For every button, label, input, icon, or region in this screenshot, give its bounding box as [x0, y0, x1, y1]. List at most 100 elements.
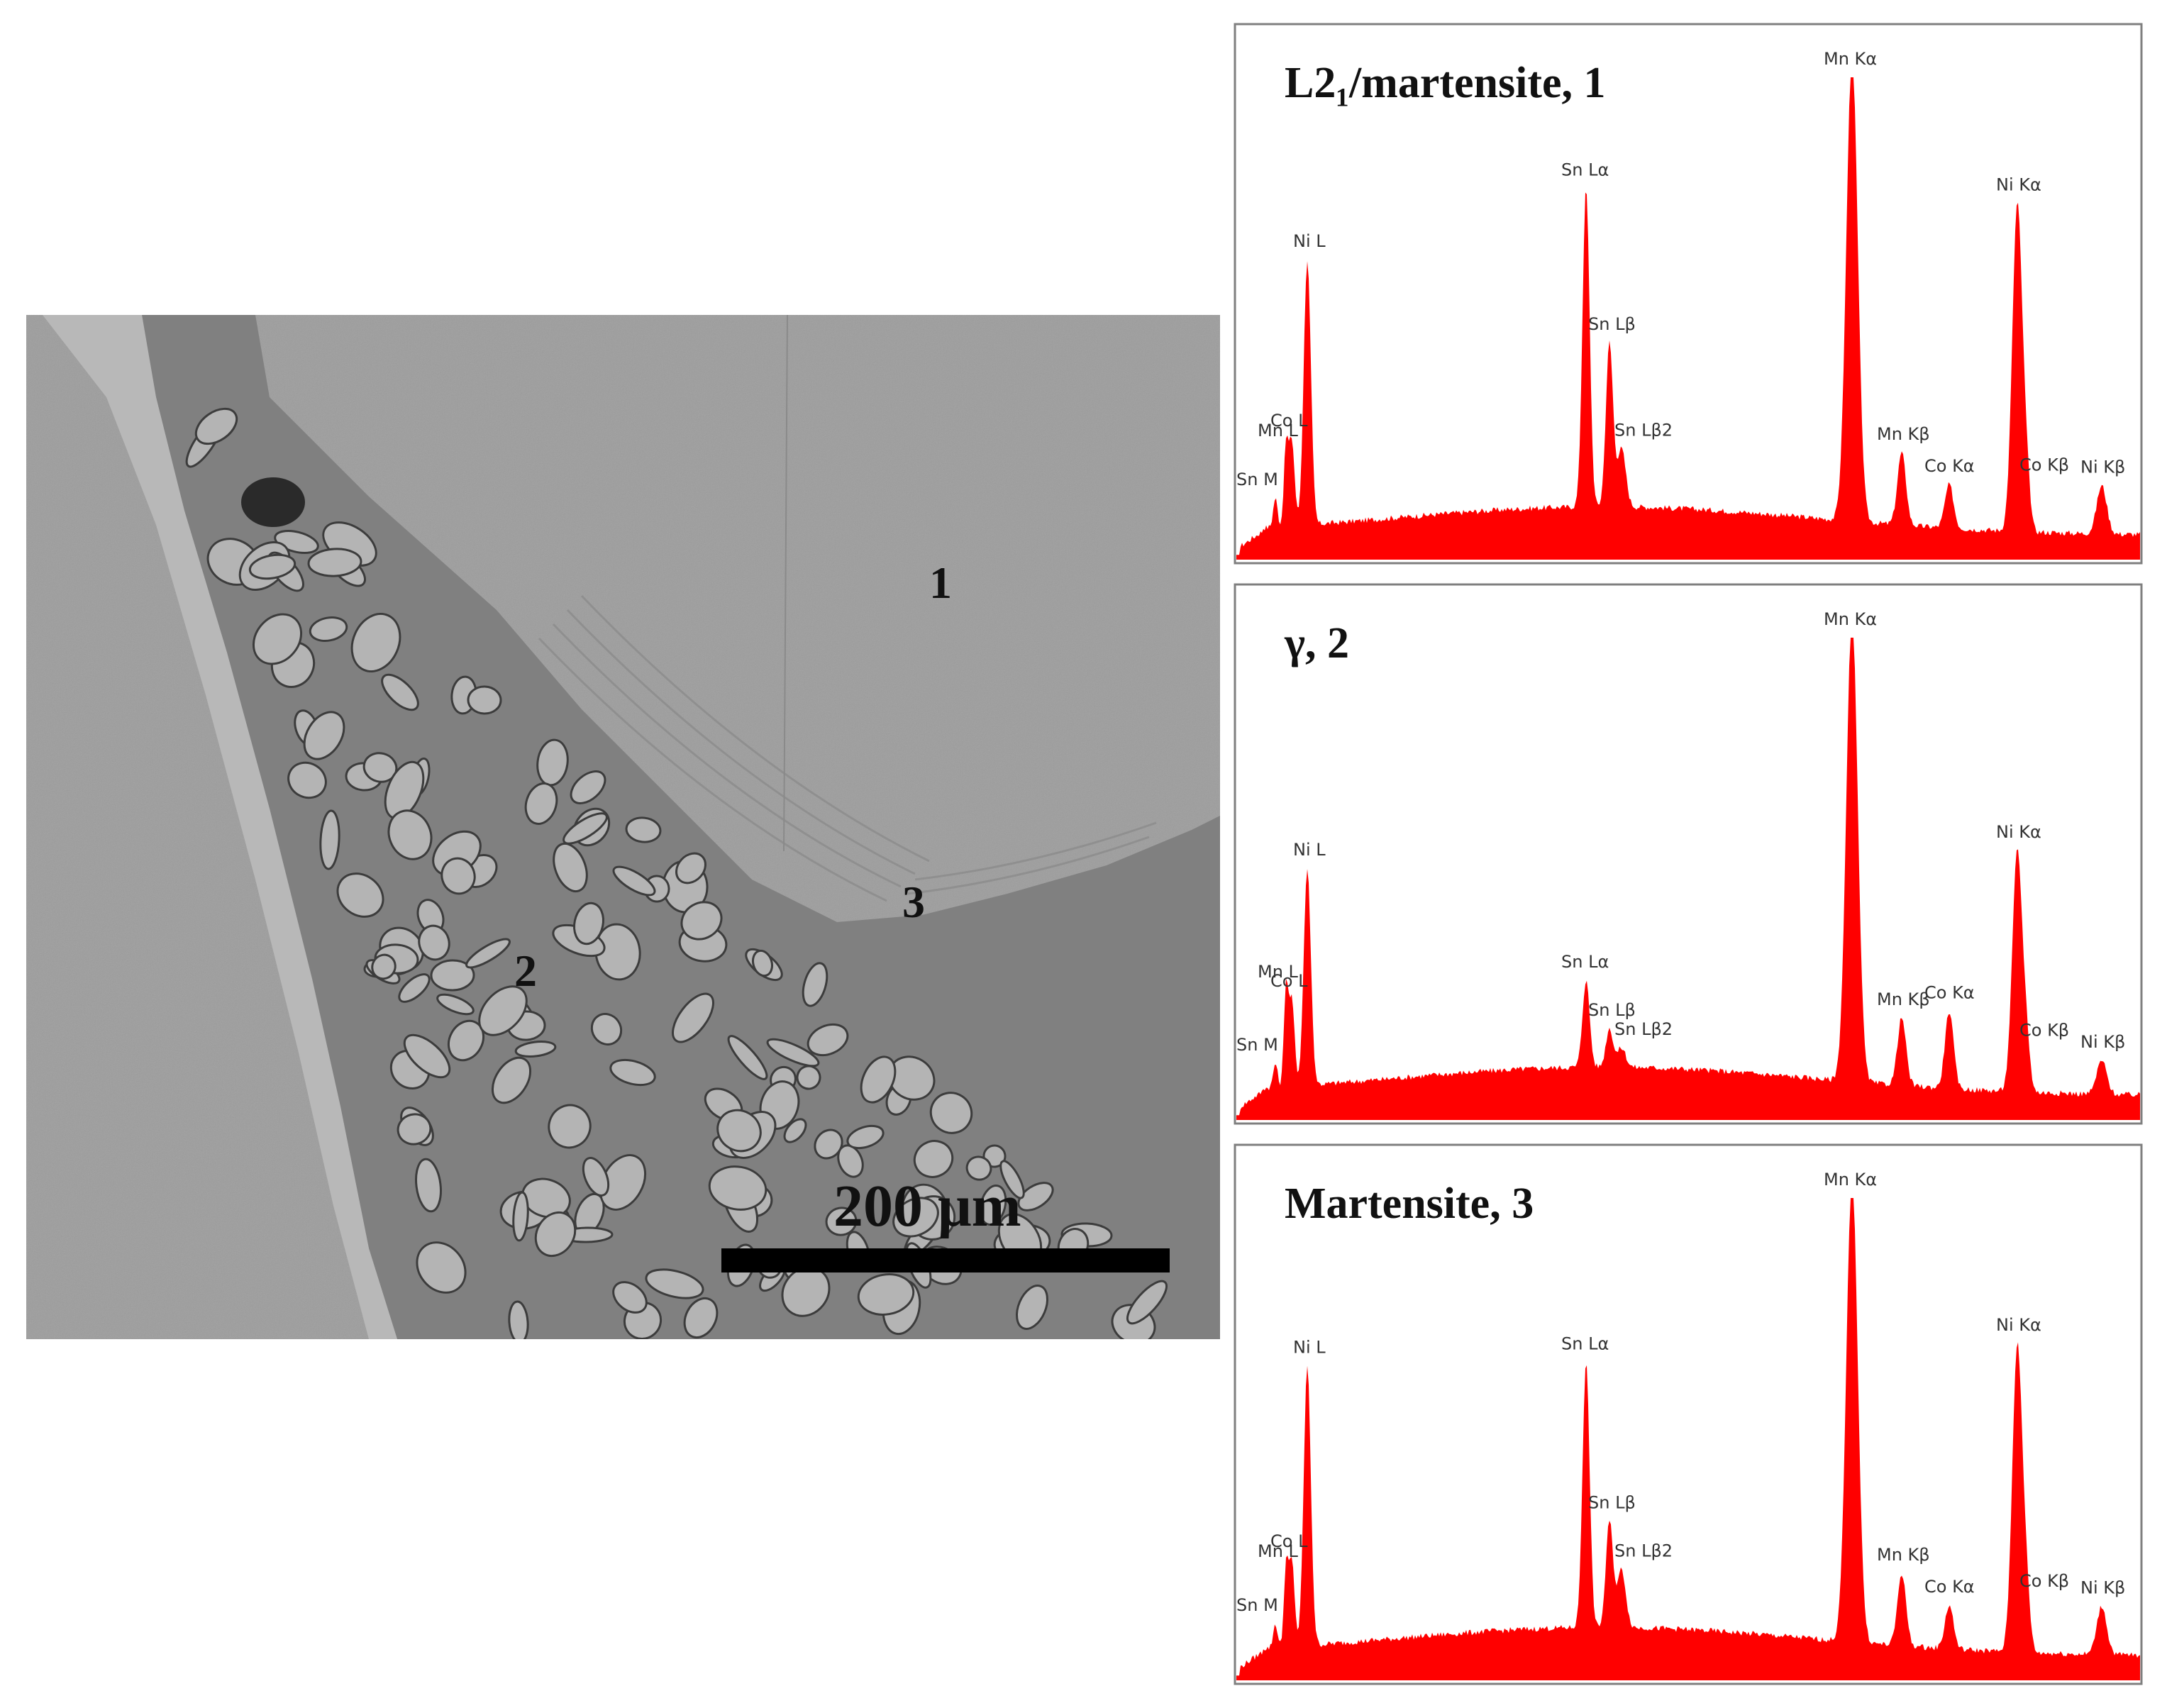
precipitate [625, 816, 662, 843]
precipitate [562, 812, 608, 845]
precipitate [381, 673, 419, 711]
precipitate [387, 809, 433, 860]
spectrum-panel-3: Sn M Mn LCo L Ni L Sn Lα Sn Lβ Sn Lβ2 Mn Kα Mn … [1234, 1143, 2143, 1685]
precipitate [846, 1124, 885, 1150]
peak-label: Co Kα [1924, 456, 1975, 476]
precipitate [371, 953, 397, 980]
peak-label: Sn Lα [1561, 1333, 1609, 1353]
peak-label: Mn Kβ [1877, 424, 1930, 444]
precipitate [892, 1197, 939, 1238]
precipitate [416, 1241, 467, 1294]
precipitate [467, 685, 502, 715]
precipitate [350, 612, 401, 673]
precipitate [287, 761, 327, 799]
peak-label: Sn Lα [1561, 160, 1609, 180]
boundary-rim [43, 315, 397, 1339]
peak-label: Sn Lβ2 [1614, 1541, 1673, 1561]
precipitate [430, 959, 475, 992]
precipitate [857, 1273, 915, 1316]
peak-label: Mn L [1258, 1541, 1299, 1561]
precipitate [248, 553, 296, 580]
precipitate [398, 973, 431, 1003]
peak-label: Co Kβ [2019, 455, 2069, 475]
precipitate [514, 1041, 557, 1058]
precipitate [403, 1033, 451, 1079]
precipitate [436, 993, 475, 1016]
precipitate [929, 1092, 973, 1134]
panel-title: Martensite, 3 [1285, 1180, 1534, 1228]
pore [241, 477, 305, 527]
precipitate [521, 1177, 571, 1219]
precipitate [252, 613, 303, 665]
precipitate [825, 1207, 858, 1236]
precipitate [802, 962, 828, 1007]
peak-label: Mn Kβ [1877, 989, 1930, 1009]
sem-micrograph: 1 2 3 200 μm [26, 315, 1220, 1339]
precipitate [979, 1185, 1007, 1226]
precipitate [447, 1019, 485, 1062]
precipitate [716, 1109, 762, 1153]
peak-label: Ni Kβ [2080, 458, 2125, 477]
peak-label: Mn Kα [1824, 1170, 1877, 1190]
precipitate [609, 1058, 656, 1087]
panel-title: L2₁/martensite, 1 [1285, 59, 1606, 107]
precipitate [1016, 1285, 1048, 1330]
precipitate [913, 1140, 954, 1178]
precipitate [1017, 1182, 1054, 1211]
precipitate [766, 1038, 820, 1068]
precipitate [796, 1065, 821, 1090]
scratch-line [783, 315, 788, 852]
peak-label: Ni Kα [1996, 1315, 2041, 1335]
precipitate-particles [185, 407, 1168, 1339]
point-label-1: 1 [929, 558, 952, 608]
peak-label: Mn L [1258, 962, 1299, 982]
precipitate [612, 865, 656, 897]
peak-label: Mn L [1258, 421, 1299, 440]
peak-label: Co L [1270, 1531, 1308, 1551]
peak-label: Mn Kα [1824, 609, 1877, 629]
peak-label: Ni L [1293, 840, 1326, 860]
precipitate [752, 949, 773, 977]
panel-title: γ, 2 [1284, 619, 1349, 667]
precipitate [553, 842, 588, 893]
precipitate [1126, 1280, 1168, 1325]
precipitate [415, 1158, 442, 1213]
panel-frame [1234, 1143, 2143, 1685]
precipitate [440, 857, 476, 895]
precipitate [303, 711, 345, 760]
peak-label: Sn Lβ [1588, 314, 1636, 334]
peak-label: Sn Lβ2 [1614, 1019, 1673, 1039]
precipitate [478, 985, 528, 1036]
scale-bar [721, 1248, 1170, 1272]
peak-label: Ni Kβ [2080, 1578, 2125, 1598]
precipitate [708, 1165, 767, 1211]
precipitate [680, 901, 723, 941]
panel-frame [1234, 583, 2143, 1125]
precipitate [465, 938, 511, 969]
precipitate [418, 924, 450, 961]
peak-label: Ni Kα [1996, 822, 2041, 842]
peak-label: Sn M [1236, 1035, 1278, 1055]
precipitate [319, 809, 340, 870]
precipitate [512, 1191, 529, 1242]
precipitate [548, 1104, 592, 1149]
precipitate [491, 1056, 532, 1104]
peak-label: Sn Lβ [1588, 1000, 1636, 1020]
peak-label: Ni L [1293, 231, 1326, 251]
peak-label: Sn Lα [1561, 952, 1609, 972]
peak-label: Co Kα [1924, 983, 1975, 1003]
precipitate [194, 407, 238, 445]
precipitate [582, 1157, 610, 1197]
precipitate [965, 1155, 992, 1181]
precipitate [612, 1281, 648, 1314]
precipitate [999, 1160, 1025, 1199]
panel-frame [1234, 23, 2143, 565]
precipitate [675, 852, 706, 884]
martensite-striations [538, 594, 1157, 902]
precipitate [534, 1211, 577, 1258]
peak-label: Sn Lβ [1588, 1493, 1636, 1513]
peak-label: Sn M [1236, 470, 1278, 489]
precipitate [672, 992, 714, 1043]
precipitate [573, 902, 604, 946]
